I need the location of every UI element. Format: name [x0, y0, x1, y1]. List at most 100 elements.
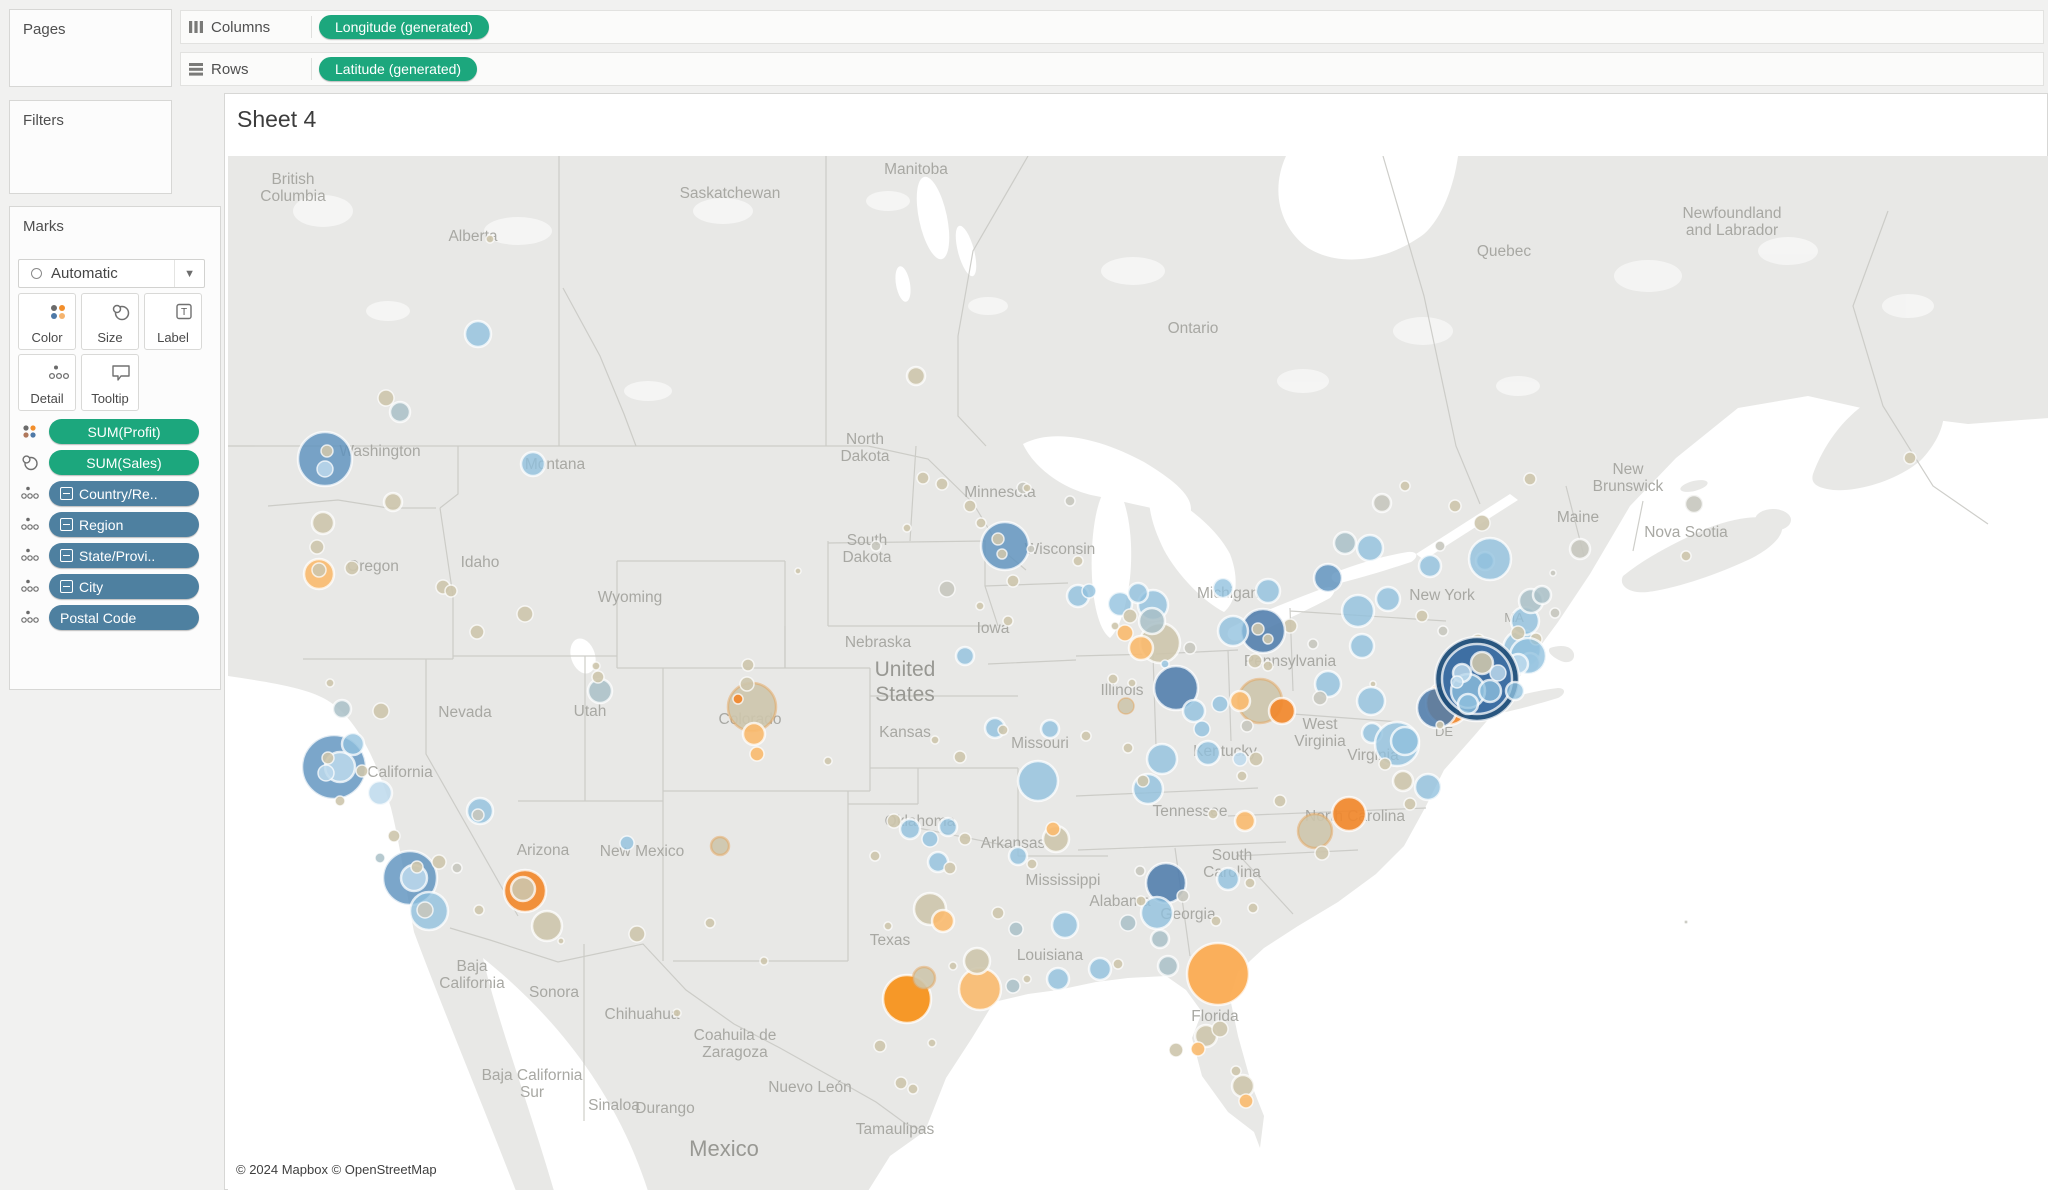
- map-bubble[interactable]: [1193, 720, 1211, 738]
- detail-dots-icon[interactable]: [10, 516, 49, 533]
- map-bubble[interactable]: [1262, 633, 1274, 645]
- map-bubble[interactable]: [469, 624, 485, 640]
- map-bubble[interactable]: [1168, 1042, 1184, 1058]
- map-bubble[interactable]: [1473, 514, 1491, 532]
- map-bubble[interactable]: [1248, 751, 1264, 767]
- pill-country-re--[interactable]: Country/Re..: [49, 481, 199, 506]
- map-bubble[interactable]: [739, 676, 755, 692]
- map-bubble[interactable]: [1355, 533, 1385, 563]
- map-bubble[interactable]: [953, 750, 967, 764]
- map-bubble[interactable]: [1005, 978, 1021, 994]
- map-bubble[interactable]: [1211, 576, 1235, 600]
- map-bubble[interactable]: [310, 510, 336, 536]
- map-bubble[interactable]: [1211, 1020, 1229, 1038]
- map-bubble[interactable]: [927, 1038, 937, 1048]
- map-bubble[interactable]: [732, 693, 744, 705]
- map-bubble[interactable]: [1127, 678, 1137, 688]
- map-bubble[interactable]: [741, 721, 767, 747]
- map-bubble[interactable]: [1211, 695, 1229, 713]
- map-bubble[interactable]: [921, 830, 939, 848]
- collapse-minus-icon[interactable]: [60, 518, 73, 531]
- map-bubble[interactable]: [366, 779, 394, 807]
- map-bubble[interactable]: [1683, 919, 1689, 925]
- map-bubble[interactable]: [1230, 1065, 1242, 1077]
- map-bubble[interactable]: [1450, 675, 1464, 689]
- map-bubble[interactable]: [309, 539, 325, 555]
- map-canvas[interactable]: British Columbia Alberta Saskatchewan Manito…: [228, 155, 2048, 1190]
- map-bubble[interactable]: [1230, 1073, 1256, 1099]
- map-bubble[interactable]: [1135, 895, 1147, 907]
- rows-shelf[interactable]: Rows Latitude (generated): [180, 52, 2044, 86]
- map-bubble[interactable]: [1190, 1041, 1206, 1057]
- map-bubble[interactable]: [1378, 757, 1392, 771]
- map-bubble[interactable]: [916, 471, 930, 485]
- map-bubble[interactable]: [1413, 772, 1443, 802]
- map-bubble[interactable]: [1116, 624, 1134, 642]
- map-bubble[interactable]: [1332, 530, 1358, 556]
- map-bubble[interactable]: [894, 1076, 908, 1090]
- map-bubble[interactable]: [1122, 742, 1134, 754]
- map-bubble[interactable]: [377, 389, 395, 407]
- label-button[interactable]: T Label: [144, 293, 202, 350]
- map-bubble[interactable]: [321, 751, 335, 765]
- map-bubble[interactable]: [1210, 915, 1222, 927]
- map-bubble[interactable]: [1262, 660, 1274, 672]
- pill-postal-code[interactable]: Postal Code: [49, 605, 199, 630]
- map-bubble[interactable]: [1112, 958, 1124, 970]
- map-bubble[interactable]: [1127, 634, 1155, 662]
- map-bubble[interactable]: [1348, 632, 1376, 660]
- map-bubble[interactable]: [519, 450, 547, 478]
- map-bubble[interactable]: [1267, 696, 1297, 726]
- map-bubble[interactable]: [943, 861, 957, 875]
- map-bubble[interactable]: [1448, 499, 1462, 513]
- map-bubble[interactable]: [1296, 812, 1334, 850]
- map-bubble[interactable]: [1391, 769, 1415, 793]
- map-bubble[interactable]: [431, 854, 447, 870]
- map-bubble[interactable]: [1110, 621, 1120, 631]
- map-bubble[interactable]: [619, 835, 635, 851]
- map-bubble[interactable]: [937, 816, 959, 838]
- map-bubble[interactable]: [591, 661, 601, 671]
- map-bubble[interactable]: [1683, 493, 1705, 515]
- map-bubble[interactable]: [1312, 690, 1328, 706]
- map-bubble[interactable]: [1489, 664, 1507, 682]
- map-bubble[interactable]: [410, 860, 424, 874]
- map-bubble[interactable]: [1107, 673, 1119, 685]
- map-bubble[interactable]: [1183, 641, 1197, 655]
- map-bubble[interactable]: [1236, 770, 1248, 782]
- map-bubble[interactable]: [331, 698, 353, 720]
- map-bubble[interactable]: [704, 917, 716, 929]
- map-bubble[interactable]: [1137, 606, 1167, 636]
- map-bubble[interactable]: [1523, 472, 1537, 486]
- map-bubble[interactable]: [1355, 685, 1387, 717]
- map-bubble[interactable]: [930, 735, 940, 745]
- map-bubble[interactable]: [1247, 653, 1263, 669]
- size-button[interactable]: Size: [81, 293, 139, 350]
- map-bubble[interactable]: [416, 901, 434, 919]
- map-bubble[interactable]: [1469, 650, 1495, 676]
- map-bubble[interactable]: [317, 764, 335, 782]
- map-bubble[interactable]: [1238, 1093, 1254, 1109]
- map-bubble[interactable]: [1117, 697, 1135, 715]
- map-bubble[interactable]: [1002, 615, 1014, 627]
- map-bubble[interactable]: [1389, 725, 1421, 757]
- map-bubble[interactable]: [1307, 638, 1319, 650]
- map-bubble[interactable]: [344, 560, 360, 576]
- map-bubble[interactable]: [340, 731, 366, 757]
- pill-city[interactable]: City: [49, 574, 199, 599]
- map-bubble[interactable]: [1434, 540, 1446, 552]
- mark-type-dropdown[interactable]: Automatic ▼: [18, 259, 205, 288]
- map-bubble[interactable]: [1045, 821, 1061, 837]
- map-bubble[interactable]: [1549, 607, 1561, 619]
- color-dots-icon[interactable]: [10, 423, 49, 440]
- map-bubble[interactable]: [1435, 720, 1445, 730]
- map-bubble[interactable]: [1314, 845, 1330, 861]
- map-bubble[interactable]: [1064, 495, 1076, 507]
- map-bubble[interactable]: [759, 956, 769, 966]
- map-bubble[interactable]: [311, 562, 327, 578]
- detail-dots-icon[interactable]: [10, 578, 49, 595]
- map-bubble[interactable]: [473, 904, 485, 916]
- map-bubble[interactable]: [749, 746, 765, 762]
- map-bubble[interactable]: [1185, 941, 1251, 1007]
- map-bubble[interactable]: [1467, 536, 1513, 582]
